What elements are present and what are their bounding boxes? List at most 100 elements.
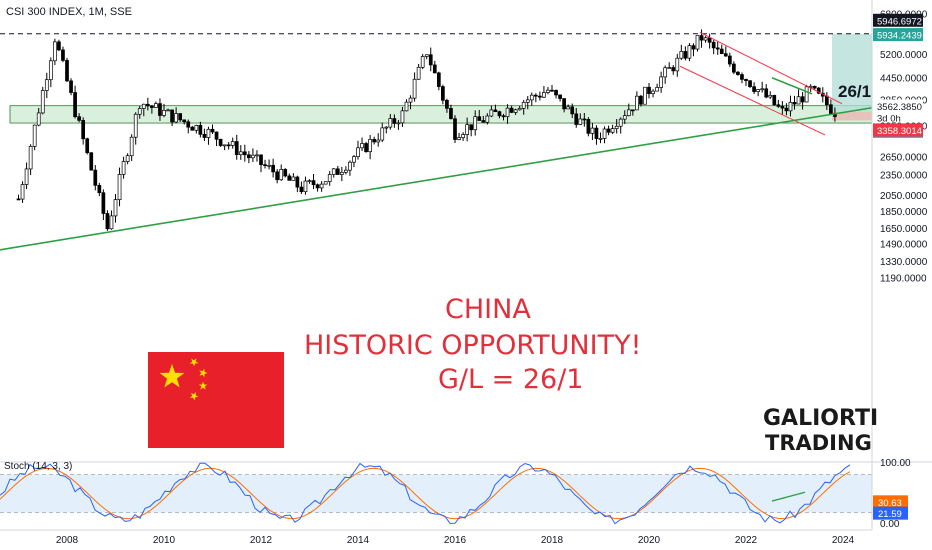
candle xyxy=(449,104,453,120)
candle xyxy=(396,119,401,130)
divergence-line xyxy=(771,76,813,95)
candle-body xyxy=(364,143,368,153)
candle xyxy=(776,99,781,108)
candle-body xyxy=(335,168,340,175)
candle-body xyxy=(768,94,773,98)
candle xyxy=(784,103,789,116)
candle xyxy=(614,119,619,134)
candle-body xyxy=(234,141,239,156)
candle-body xyxy=(162,110,166,116)
candle-body xyxy=(513,109,518,113)
candle-body xyxy=(291,176,296,181)
candle-body xyxy=(493,109,498,112)
candle xyxy=(796,89,801,105)
candle-body xyxy=(218,138,223,146)
candle xyxy=(630,109,635,116)
candle xyxy=(259,154,263,173)
candle xyxy=(307,179,312,184)
candle xyxy=(400,106,405,127)
brand-line2: TRADING xyxy=(765,431,872,455)
candle-body xyxy=(408,97,413,103)
candle-body xyxy=(388,118,393,128)
candle xyxy=(109,210,114,230)
candle xyxy=(647,83,651,99)
candle xyxy=(756,88,760,97)
candle xyxy=(384,126,389,134)
candle-body xyxy=(586,119,591,134)
target-zone xyxy=(832,33,872,112)
channel-lower-line xyxy=(679,65,826,136)
candle xyxy=(113,193,118,223)
candle-body xyxy=(73,92,77,118)
candle-body xyxy=(695,35,700,50)
candle-body xyxy=(687,45,692,59)
candle xyxy=(538,91,542,101)
candle-body xyxy=(824,95,829,106)
candle-body xyxy=(481,120,486,123)
candle-body xyxy=(667,67,672,69)
target2-price-label: 5934.2439 xyxy=(877,31,922,42)
candle-body xyxy=(141,103,146,109)
candle-body xyxy=(150,105,154,108)
candle xyxy=(16,194,21,201)
candle-body xyxy=(760,88,765,91)
china-flag xyxy=(148,352,284,448)
candle-body xyxy=(117,174,122,201)
candle-body xyxy=(441,86,445,101)
candle xyxy=(222,144,227,151)
candle-body xyxy=(489,109,494,117)
candle-body xyxy=(299,186,304,193)
candle xyxy=(311,173,316,190)
last-price-label-bg xyxy=(873,99,923,113)
candle-body xyxy=(626,109,631,116)
candle-body xyxy=(129,136,134,157)
candle xyxy=(521,100,526,115)
candle-body xyxy=(538,95,542,98)
candle-body xyxy=(590,127,595,134)
candle xyxy=(182,119,187,125)
candle xyxy=(230,137,235,149)
candle-body xyxy=(461,134,465,138)
flag-big-star-icon xyxy=(159,364,185,388)
candle-body xyxy=(97,184,102,194)
candle-body xyxy=(711,41,716,49)
candle xyxy=(671,65,676,75)
candle-body xyxy=(453,118,457,140)
candle xyxy=(129,134,134,161)
candle-body xyxy=(137,108,142,115)
price-tick-label: 2050.0000 xyxy=(880,191,928,202)
candle-body xyxy=(566,106,571,110)
candle-body xyxy=(465,124,469,135)
uptrend-line xyxy=(0,106,873,251)
candle-body xyxy=(550,89,554,92)
candle-body xyxy=(529,94,534,101)
candle xyxy=(186,119,191,134)
candle xyxy=(667,62,672,69)
candle-body xyxy=(194,125,199,131)
candle-body xyxy=(420,56,425,68)
candle xyxy=(715,41,720,55)
candle-body xyxy=(303,180,308,193)
candle-body xyxy=(501,115,506,118)
candle-body xyxy=(788,101,793,112)
candle xyxy=(481,115,486,123)
candle-body xyxy=(533,94,538,97)
candle xyxy=(542,86,546,99)
candle xyxy=(178,113,183,123)
candle xyxy=(89,152,94,171)
candle-body xyxy=(635,95,639,111)
stoch-tick-0: 0.00 xyxy=(880,519,900,530)
candle-body xyxy=(202,133,207,138)
candle xyxy=(780,101,785,115)
flag-small-star-icon xyxy=(198,381,208,390)
candle xyxy=(344,166,348,175)
candle xyxy=(432,60,437,74)
candle-body xyxy=(727,55,732,65)
candle xyxy=(214,131,219,147)
candle-body xyxy=(509,107,514,113)
candle-body xyxy=(166,109,170,112)
candle xyxy=(736,70,740,76)
candle xyxy=(154,101,158,108)
candle-body xyxy=(812,85,817,89)
